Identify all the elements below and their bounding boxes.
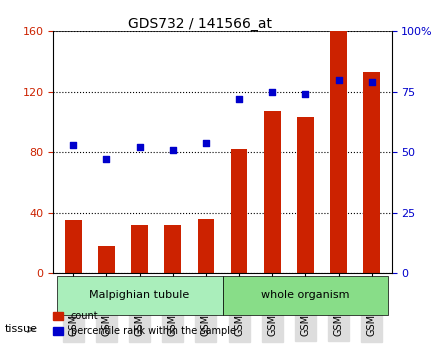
Point	[103, 157, 110, 162]
Point	[169, 147, 176, 152]
Bar	[198, 219, 214, 273]
Point	[302, 91, 309, 97]
Bar	[297, 117, 314, 273]
Bar	[165, 225, 181, 273]
FancyBboxPatch shape	[222, 276, 388, 315]
Text: tissue: tissue	[4, 325, 37, 334]
Text: whole organism: whole organism	[261, 290, 350, 300]
Bar	[231, 149, 247, 273]
Legend: count, percentile rank within the sample: count, percentile rank within the sample	[49, 307, 240, 340]
Point	[335, 77, 342, 82]
Text: GDS732 / 141566_at: GDS732 / 141566_at	[128, 17, 272, 31]
Point	[368, 79, 375, 85]
Bar	[364, 72, 380, 273]
FancyBboxPatch shape	[57, 276, 222, 315]
Bar	[330, 31, 347, 273]
Point	[235, 96, 243, 102]
Bar	[98, 246, 115, 273]
Point	[70, 142, 77, 148]
Bar	[131, 225, 148, 273]
Text: Malpighian tubule: Malpighian tubule	[89, 290, 190, 300]
Point	[202, 140, 210, 145]
Point	[136, 145, 143, 150]
Bar	[264, 111, 280, 273]
Bar	[65, 220, 81, 273]
Point	[269, 89, 276, 95]
